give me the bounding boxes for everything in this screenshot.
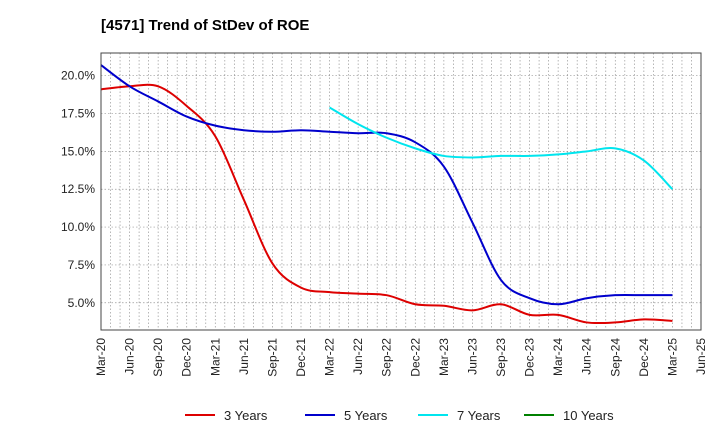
x-tick-label: Jun-22 [351, 338, 365, 375]
y-tick-label: 7.5% [68, 258, 96, 272]
chart-title: [4571] Trend of StDev of ROE [101, 17, 309, 34]
x-tick-label: Sep-22 [380, 338, 394, 377]
x-tick-label: Jun-20 [123, 338, 137, 375]
x-tick-label: Mar-21 [208, 338, 222, 376]
x-tick-label: Dec-23 [523, 338, 537, 377]
y-tick-label: 15.0% [61, 144, 95, 158]
x-tick-label: Sep-24 [608, 338, 622, 377]
x-tick-label: Mar-22 [323, 338, 337, 376]
x-tick-label: Mar-20 [94, 338, 108, 376]
legend-label-10-years: 10 Years [563, 408, 614, 423]
x-tick-label: Sep-21 [265, 338, 279, 377]
x-tick-label: Mar-25 [665, 338, 679, 376]
y-tick-label: 17.5% [61, 107, 95, 121]
x-tick-label: Jun-23 [465, 338, 479, 375]
x-tick-label: Mar-23 [437, 338, 451, 376]
x-tick-label: Sep-20 [151, 338, 165, 377]
y-axis: 5.0% 7.5% 10.0% 12.5% 15.0% 17.5% 20.0% [61, 69, 95, 310]
x-tick-label: Dec-24 [637, 338, 651, 377]
x-tick-label: Dec-21 [294, 338, 308, 377]
series-line-3-years [100, 83, 673, 325]
x-tick-label: Dec-22 [408, 338, 422, 377]
y-tick-label: 10.0% [61, 220, 95, 234]
x-tick-label: Jun-25 [694, 338, 708, 375]
x-tick-label: Dec-20 [180, 338, 194, 377]
x-tick-label: Jun-24 [580, 338, 594, 375]
series-lines [100, 64, 674, 325]
legend-label-7-years: 7 Years [457, 408, 501, 423]
legend: 3 Years 5 Years 7 Years 10 Years [185, 408, 614, 423]
plot-frame [100, 52, 702, 331]
legend-label-5-years: 5 Years [344, 408, 388, 423]
y-tick-label: 5.0% [68, 296, 96, 310]
legend-label-3-years: 3 Years [224, 408, 268, 423]
grid [101, 53, 701, 330]
y-tick-label: 12.5% [61, 182, 95, 196]
series-line-7-years [329, 106, 674, 190]
y-tick-label: 20.0% [61, 69, 95, 83]
x-tick-label: Mar-24 [551, 338, 565, 376]
x-axis: Mar-20 Jun-20 Sep-20 Dec-20 Mar-21 Jun-21 Sep-… [94, 338, 708, 377]
x-tick-label: Sep-23 [494, 338, 508, 377]
x-tick-label: Jun-21 [237, 338, 251, 375]
series-line-5-years [100, 64, 673, 306]
